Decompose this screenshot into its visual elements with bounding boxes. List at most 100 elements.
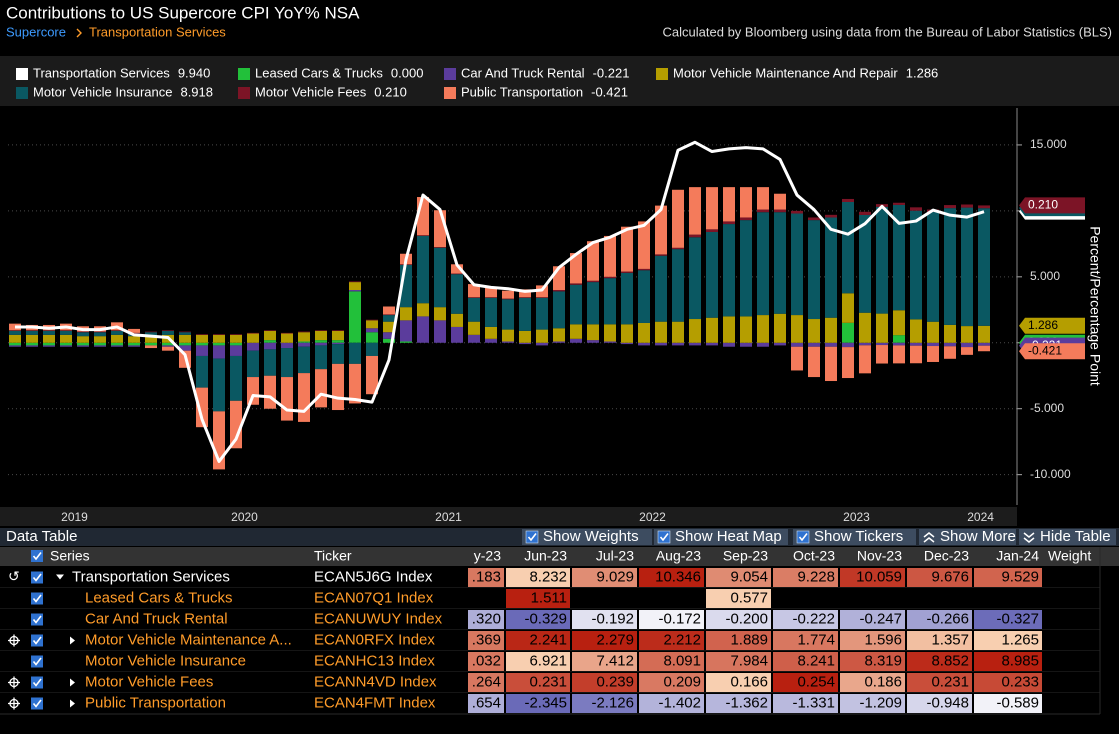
drill-icon[interactable] [8, 697, 20, 710]
check-icon [527, 533, 537, 542]
bar-segment [927, 342, 939, 347]
bar-segment [757, 315, 769, 343]
bar-segment [774, 313, 786, 343]
bar-segment [791, 315, 803, 343]
row-checkbox[interactable] [31, 592, 43, 605]
bar-segment [213, 334, 225, 335]
bar-segment [366, 332, 378, 343]
toolbar-button[interactable] [522, 529, 652, 545]
bar-segment [876, 313, 888, 343]
button-label[interactable]: Hide Table [1040, 528, 1111, 545]
chevron-icon [1023, 532, 1035, 538]
series-name: Transportation Services [72, 568, 230, 585]
button-label[interactable]: Show More [940, 528, 1016, 545]
button-checkbox[interactable] [657, 530, 671, 544]
bar-segment [9, 334, 21, 343]
button-label[interactable]: Show Weights [543, 528, 639, 545]
bar-segment [332, 342, 344, 345]
bar-segment [791, 210, 803, 214]
refresh-icon: ↺ [8, 568, 20, 584]
bar-segment [808, 342, 820, 347]
bar-segment [570, 253, 582, 284]
row-checkbox[interactable] [31, 571, 43, 584]
bar-segment [893, 204, 905, 311]
drill-icon[interactable] [8, 634, 20, 647]
bar-segment [434, 210, 446, 248]
legend-name: Leased Cars & Trucks [255, 65, 383, 80]
bar-segment [60, 330, 72, 331]
column-header: Weight [1048, 548, 1091, 564]
bar-segment [111, 330, 123, 331]
bar-segment [604, 341, 616, 343]
row-checkbox[interactable] [31, 697, 43, 710]
heat-cell [706, 589, 771, 608]
toolbar-button[interactable] [1019, 529, 1116, 545]
y-tick-label: 15.000 [1030, 137, 1067, 151]
cell-value: 0.166 [730, 673, 768, 690]
drill-icon[interactable] [8, 676, 20, 689]
heat-cell [840, 610, 905, 629]
breadcrumb-root[interactable]: Supercore [6, 24, 66, 39]
row-checkbox[interactable] [31, 655, 43, 668]
bar-segment [60, 330, 72, 335]
cell-value: 2.241 [529, 631, 567, 648]
legend-name: Public Transportation [461, 84, 583, 99]
bar-segment [264, 330, 276, 341]
bar-segment [43, 330, 55, 335]
legend-swatch [444, 87, 456, 99]
cell-value: 0.186 [864, 673, 902, 690]
cell-value: 8.091 [663, 652, 701, 669]
bar-segment [587, 324, 599, 341]
bar-segment [638, 270, 650, 323]
heat-cell [840, 673, 905, 692]
bar-segment [264, 349, 276, 376]
expand-arrow[interactable] [70, 636, 75, 645]
heat-cell [639, 673, 704, 692]
bar-segment [332, 330, 344, 341]
bar-segment [842, 342, 854, 348]
heat-cell [468, 673, 504, 692]
toolbar-button[interactable] [654, 529, 788, 545]
row-checkbox[interactable] [31, 676, 43, 689]
bar-segment [43, 330, 55, 331]
row-checkbox[interactable] [31, 634, 43, 647]
row-checkbox[interactable] [31, 613, 43, 626]
cell-value: -0.329 [524, 610, 567, 627]
y-tick-label: -10.000 [1030, 467, 1071, 481]
bar-segment [757, 187, 769, 210]
toolbar-button[interactable] [793, 529, 916, 545]
column-header: y-23 [474, 548, 501, 564]
button-label[interactable]: Show Heat Map [675, 528, 782, 545]
button-label[interactable]: Show Tickers [814, 528, 903, 545]
bar-segment [9, 330, 21, 335]
bar-segment [927, 346, 939, 362]
toolbar-button[interactable] [919, 529, 1016, 545]
header-checkbox[interactable] [31, 550, 43, 562]
expand-arrow[interactable] [56, 574, 64, 580]
expand-arrow[interactable] [70, 678, 75, 687]
breadcrumb-current[interactable]: Transportation Services [89, 24, 226, 39]
bar-segment [961, 207, 973, 327]
heat-cell [706, 631, 771, 650]
bar-segment [60, 334, 72, 343]
bar-segment [247, 342, 259, 351]
bar-segment [111, 345, 123, 347]
column-header: Jun-23 [524, 548, 567, 564]
bar-segment [247, 350, 259, 378]
button-checkbox[interactable] [525, 530, 539, 544]
legend-name: Motor Vehicle Insurance [33, 84, 172, 99]
bar-segment [162, 345, 174, 347]
heat-cell [706, 568, 771, 587]
heat-cell [907, 568, 972, 587]
bar-segment [893, 342, 905, 346]
expand-arrow[interactable] [70, 699, 75, 708]
heat-cell [706, 610, 771, 629]
bar-segment [111, 334, 123, 343]
legend-swatch [656, 68, 668, 80]
bar-segment [893, 345, 905, 364]
value-tag [1019, 343, 1085, 360]
bar-segment [315, 330, 327, 341]
bar-segment [366, 355, 378, 395]
button-checkbox[interactable] [796, 530, 810, 544]
bar-segment [383, 306, 395, 315]
